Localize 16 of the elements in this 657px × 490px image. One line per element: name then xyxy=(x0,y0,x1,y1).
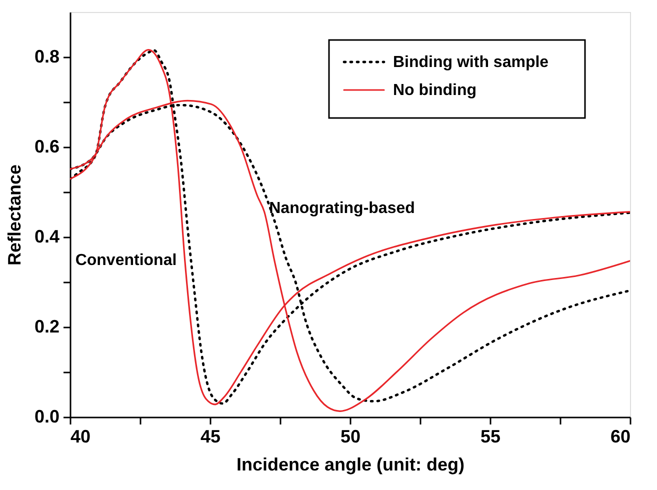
legend-label: No binding xyxy=(393,82,477,99)
x-tick-label: 50 xyxy=(340,426,361,446)
y-tick-label: 0.6 xyxy=(34,136,60,156)
y-axis-title: Reflectance xyxy=(4,164,24,266)
y-tick-label: 0.8 xyxy=(34,46,60,66)
x-tick-label: 60 xyxy=(610,426,630,446)
legend-label: Binding with sample xyxy=(393,54,549,71)
x-tick-label: 45 xyxy=(200,426,221,446)
x-tick-label: 55 xyxy=(480,426,501,446)
x-tick-label: 40 xyxy=(70,426,91,446)
y-tick-label: 0.0 xyxy=(34,406,60,426)
annotation: Conventional xyxy=(75,252,177,269)
x-axis-title: Incidence angle (unit: deg) xyxy=(236,454,465,474)
annotation: Nanograting-based xyxy=(269,200,415,217)
y-tick-label: 0.4 xyxy=(34,226,60,246)
y-tick-label: 0.2 xyxy=(34,316,60,336)
